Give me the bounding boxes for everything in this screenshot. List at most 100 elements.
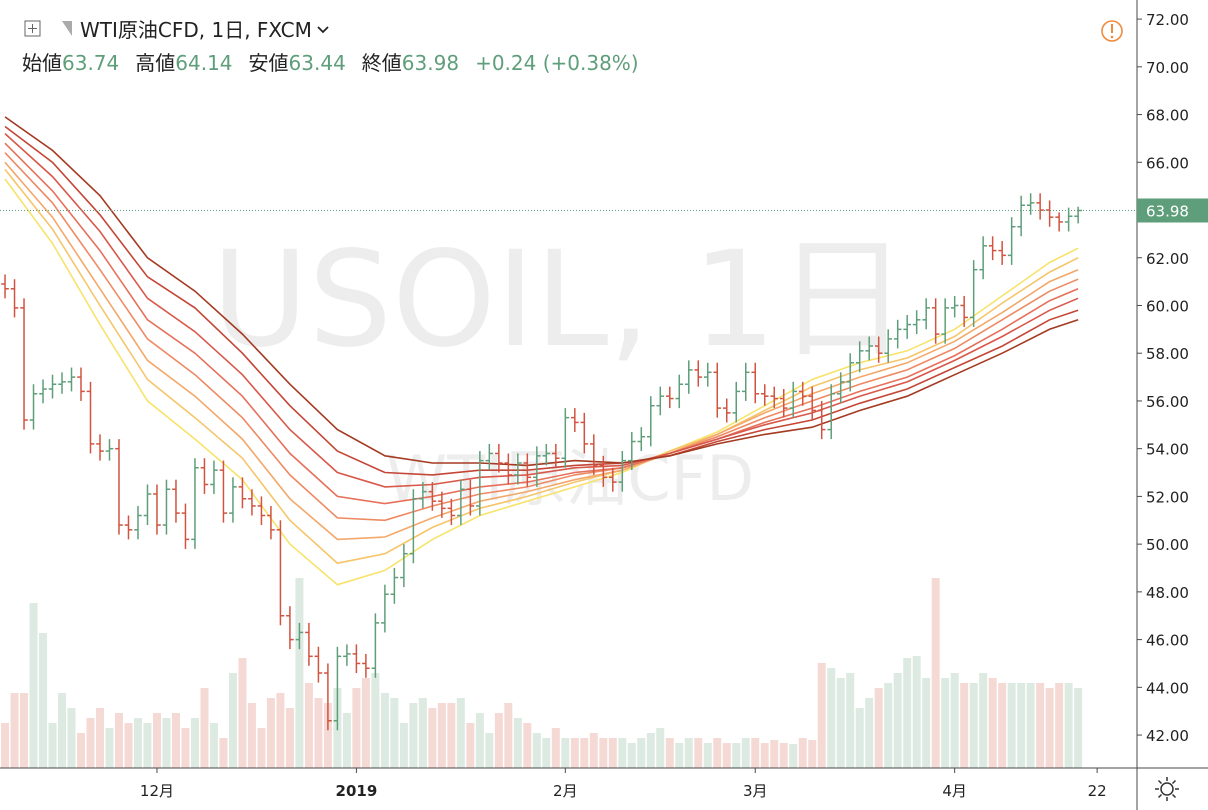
volume-bar — [998, 683, 1007, 768]
moving-average — [4, 161, 1079, 541]
volume-bar — [295, 578, 304, 768]
symbol[interactable]: WTI原油CFD, 1日, FXCM — [80, 18, 312, 42]
volume-bar — [561, 738, 570, 768]
y-tick-label: 50.00 — [1146, 536, 1189, 554]
y-tick-label: 60.00 — [1146, 297, 1189, 315]
volume-bar — [979, 673, 988, 768]
high-label: 高値 — [135, 51, 176, 75]
plot-area — [1, 116, 1083, 768]
volume-bar — [200, 688, 209, 768]
volume-bar — [143, 723, 152, 768]
volume-bar — [238, 658, 247, 768]
volume-bar — [115, 713, 123, 768]
volume-bar — [86, 718, 95, 768]
volume-bar — [789, 744, 798, 768]
symbol-chevron[interactable] — [316, 25, 330, 35]
y-tick-label: 58.00 — [1146, 345, 1189, 363]
last-price-label: 63.98 — [1146, 202, 1189, 220]
volume-bar — [48, 723, 57, 768]
volume-bar — [1055, 683, 1064, 768]
series-flag — [62, 21, 72, 36]
volume-bar — [504, 703, 513, 768]
volume-bar — [67, 708, 76, 768]
volume-bar — [656, 728, 665, 768]
alert-icon[interactable] — [1101, 20, 1123, 42]
x-tick-label: 3月 — [743, 782, 768, 800]
volume-bar — [1017, 683, 1026, 768]
volume-bar — [124, 723, 133, 768]
volume-bar — [608, 738, 617, 768]
y-tick-label: 52.00 — [1146, 488, 1189, 506]
y-tick-label: 56.00 — [1146, 393, 1189, 411]
y-tick-label: 68.00 — [1146, 107, 1189, 125]
close-label: 終値 — [361, 51, 402, 75]
volume-bar — [409, 703, 418, 768]
volume-bar — [399, 723, 408, 768]
volume-bar — [741, 738, 750, 768]
volume-bar — [931, 578, 940, 768]
volume-bar — [627, 743, 636, 768]
volume-bar — [912, 656, 921, 768]
volume-bar — [10, 693, 19, 768]
moving-average — [4, 116, 1079, 467]
volume-bar — [684, 738, 693, 768]
settings-icon[interactable] — [1155, 777, 1179, 801]
volume-bar — [817, 663, 826, 768]
expand-icon[interactable] — [24, 20, 72, 37]
alert-dot — [1110, 35, 1114, 39]
settings-circle — [1160, 782, 1174, 796]
moving-average — [4, 178, 1079, 586]
y-tick-label: 42.00 — [1146, 727, 1189, 745]
volume-bar — [1045, 688, 1054, 768]
volume-bar — [285, 708, 294, 768]
low-value: 63.44 — [288, 51, 346, 75]
volume-bar — [760, 743, 769, 768]
volume-bar — [190, 718, 199, 768]
change: +0.24 (+0.38%) — [475, 51, 639, 75]
volume-bar — [29, 603, 38, 768]
volume-bar — [20, 693, 29, 768]
x-tick-label: 4月 — [942, 782, 967, 800]
volume-bar — [447, 703, 456, 768]
volume-bar — [390, 698, 399, 768]
volume-bar — [884, 683, 893, 768]
moving-average — [4, 142, 1079, 505]
volume-bar — [171, 713, 180, 768]
y-tick-label: 44.00 — [1146, 679, 1189, 697]
volume-bar — [846, 673, 855, 768]
volume-bar — [266, 698, 275, 768]
volume-bar — [105, 728, 114, 768]
volume-bar — [162, 718, 171, 768]
expand-plus — [28, 24, 37, 33]
volume-bar — [247, 703, 256, 768]
volume-bar — [428, 708, 437, 768]
moving-average — [4, 125, 1079, 476]
volume-bar — [485, 733, 494, 768]
settings-rays — [1155, 777, 1179, 801]
close-value: 63.98 — [401, 51, 460, 75]
volume-bar — [713, 738, 722, 768]
volume-bar — [1, 723, 10, 768]
volume-bar — [599, 738, 608, 768]
open-value: 63.74 — [62, 51, 120, 75]
volume-bar — [874, 688, 883, 768]
volume-bar — [475, 713, 484, 768]
volume-bar — [950, 673, 959, 768]
watermark: USOIL, 1日 — [212, 223, 909, 377]
volume-bar — [1036, 683, 1045, 768]
high-value: 64.14 — [175, 51, 233, 75]
ohlc-line: 始値63.74 高値64.14 安値63.44 終値63.98 +0.24 (+0.38… — [22, 47, 655, 76]
volume-bar — [209, 723, 218, 768]
x-tick-label: 2月 — [553, 782, 578, 800]
volume-bar — [903, 658, 912, 768]
volume-bar — [39, 633, 48, 768]
volume-bar — [618, 738, 627, 768]
volume-bar — [637, 738, 646, 768]
volume-bar — [257, 728, 266, 768]
volume-bar — [361, 678, 370, 768]
volume-bar — [466, 723, 475, 768]
volume-bar — [58, 693, 66, 768]
volume-bar — [665, 738, 674, 768]
volume-bar — [836, 678, 845, 768]
